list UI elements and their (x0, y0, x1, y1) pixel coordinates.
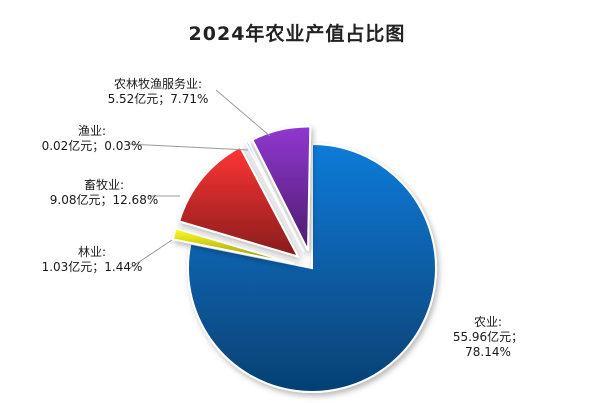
pie-slice (244, 139, 305, 253)
pie-slice (250, 125, 312, 251)
slice-data-label: 渔业: 0.02亿元；0.03% (42, 124, 143, 153)
leader-line (215, 89, 271, 137)
pie-slice (171, 227, 295, 265)
slice-data-label: 畜牧业: 9.08亿元；12.68% (50, 177, 158, 207)
slice-data-label: 林业: 1.03亿元；1.44% (42, 245, 143, 274)
slice-data-label: 农林牧渔服务业: 5.52亿元；7.71% (108, 76, 209, 106)
slice-data-label: 农业: 55.96亿元； 78.14% (453, 315, 523, 359)
pie-slice (187, 142, 437, 393)
leader-lines (127, 89, 271, 269)
leader-line (127, 143, 249, 151)
chart-title: 2024年农业产值占比图 (189, 22, 406, 45)
leader-line (129, 239, 173, 269)
pie-slices (171, 125, 437, 393)
data-labels: 农业: 55.96亿元； 78.14% 林业: 1.03亿元；1.44% 畜牧业: 9.08… (42, 76, 524, 359)
